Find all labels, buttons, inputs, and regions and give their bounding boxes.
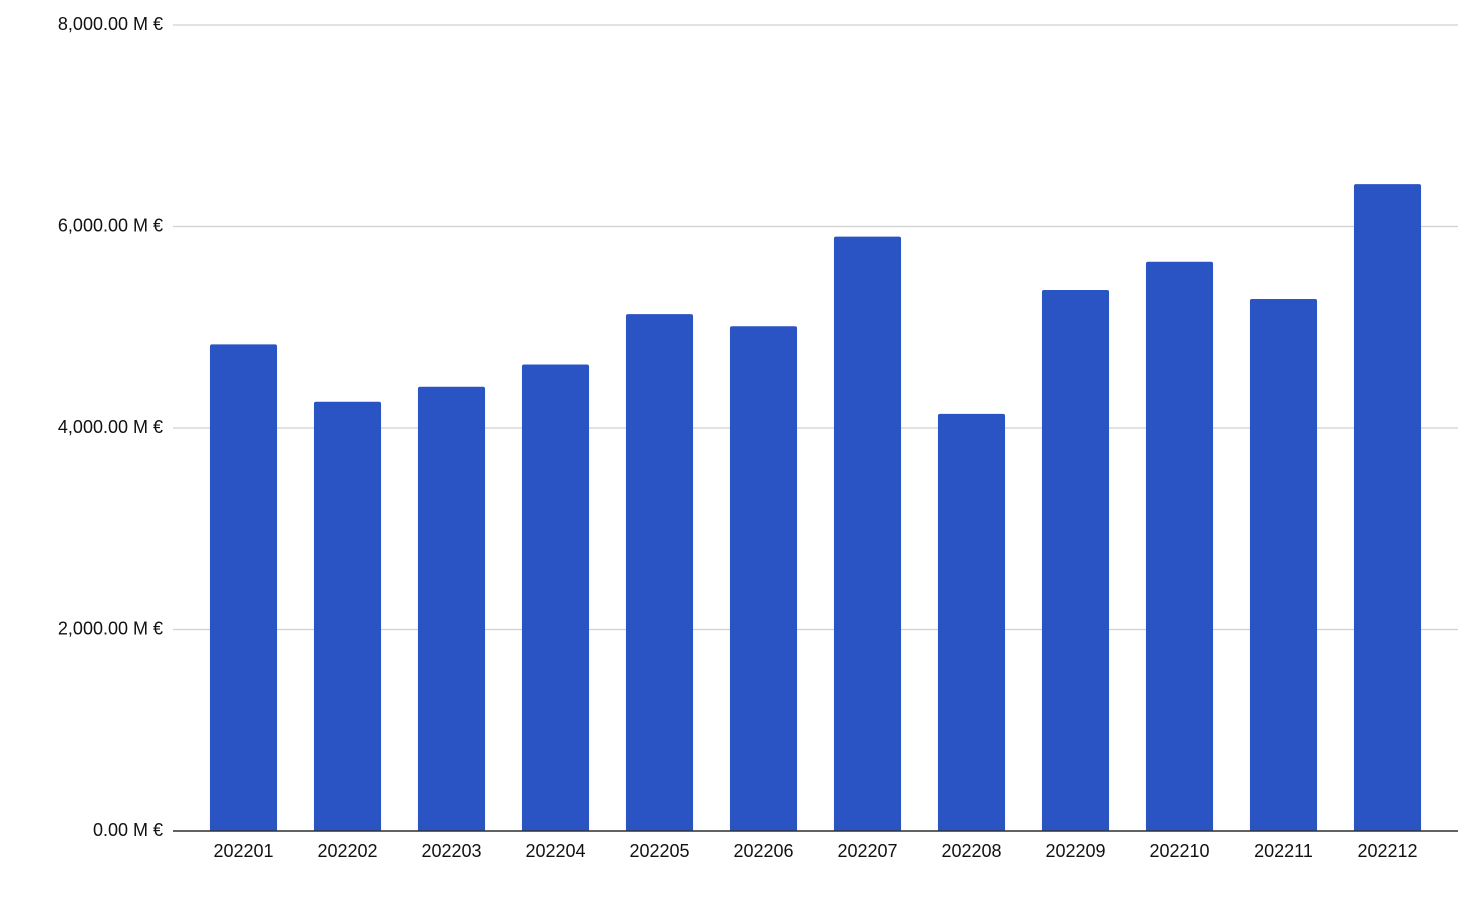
bar (1041, 289, 1110, 831)
bar (833, 236, 902, 831)
bar (313, 401, 382, 831)
x-tick-label: 202204 (525, 841, 585, 861)
bar (1249, 299, 1318, 831)
bar (625, 314, 694, 832)
x-tick-label: 202202 (317, 841, 377, 861)
bar (209, 344, 278, 831)
y-tick-label: 8,000.00 M € (58, 14, 163, 34)
x-tick-label: 202209 (1045, 841, 1105, 861)
x-tick-label: 202203 (421, 841, 481, 861)
bar (729, 326, 798, 831)
bar (417, 386, 486, 831)
bar (1145, 261, 1214, 831)
bar (521, 364, 590, 831)
x-tick-label: 202210 (1149, 841, 1209, 861)
x-tick-label: 202211 (1254, 841, 1313, 861)
x-tick-label: 202206 (733, 841, 793, 861)
bar (1353, 184, 1422, 831)
y-tick-label: 4,000.00 M € (58, 417, 163, 437)
x-tick-label: 202212 (1357, 841, 1417, 861)
bar (937, 413, 1006, 831)
x-tick-label: 202201 (213, 841, 273, 861)
x-tick-label: 202208 (941, 841, 1001, 861)
y-tick-label: 0.00 M € (93, 820, 163, 840)
x-tick-label: 202207 (837, 841, 897, 861)
y-tick-label: 2,000.00 M € (58, 618, 163, 638)
y-tick-label: 6,000.00 M € (58, 215, 163, 235)
x-tick-label: 202205 (629, 841, 689, 861)
